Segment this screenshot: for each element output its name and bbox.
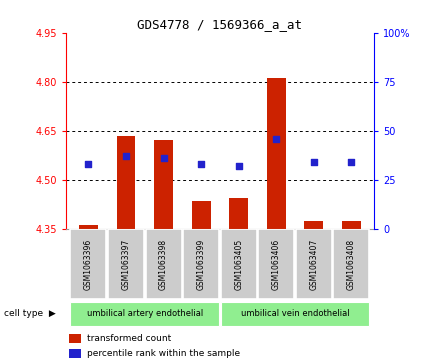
Bar — [69, 334, 81, 343]
Bar — [267, 78, 286, 229]
Text: cell type  ▶: cell type ▶ — [4, 310, 56, 318]
Text: GSM1063406: GSM1063406 — [272, 238, 281, 290]
Bar — [79, 225, 98, 229]
Text: GSM1063408: GSM1063408 — [347, 238, 356, 290]
Bar — [334, 229, 369, 299]
Bar — [221, 229, 257, 299]
Text: GSM1063405: GSM1063405 — [234, 238, 243, 290]
Bar — [108, 229, 144, 299]
Text: GSM1063399: GSM1063399 — [197, 238, 206, 290]
Bar — [69, 349, 81, 358]
Bar — [192, 201, 210, 229]
Text: transformed count: transformed count — [88, 334, 172, 343]
Bar — [71, 229, 106, 299]
Bar — [116, 135, 136, 229]
Bar — [258, 229, 295, 299]
Text: GSM1063407: GSM1063407 — [309, 238, 318, 290]
Point — [348, 159, 355, 165]
Bar — [221, 302, 369, 326]
Text: GSM1063397: GSM1063397 — [122, 238, 130, 290]
Bar — [145, 229, 181, 299]
Bar — [71, 302, 219, 326]
Point — [235, 163, 242, 169]
Bar — [154, 140, 173, 229]
Point — [198, 161, 204, 167]
Text: GSM1063398: GSM1063398 — [159, 238, 168, 290]
Point — [273, 136, 280, 142]
Point — [85, 161, 92, 167]
Text: umbilical vein endothelial: umbilical vein endothelial — [241, 310, 349, 318]
Title: GDS4778 / 1569366_a_at: GDS4778 / 1569366_a_at — [137, 19, 303, 32]
Point — [160, 155, 167, 161]
Text: percentile rank within the sample: percentile rank within the sample — [88, 349, 241, 358]
Bar — [304, 220, 323, 229]
Point — [311, 159, 317, 165]
Bar — [230, 197, 248, 229]
Bar — [296, 229, 332, 299]
Bar — [342, 220, 361, 229]
Bar — [183, 229, 219, 299]
Point — [122, 153, 129, 159]
Text: umbilical artery endothelial: umbilical artery endothelial — [87, 310, 203, 318]
Text: GSM1063396: GSM1063396 — [84, 238, 93, 290]
